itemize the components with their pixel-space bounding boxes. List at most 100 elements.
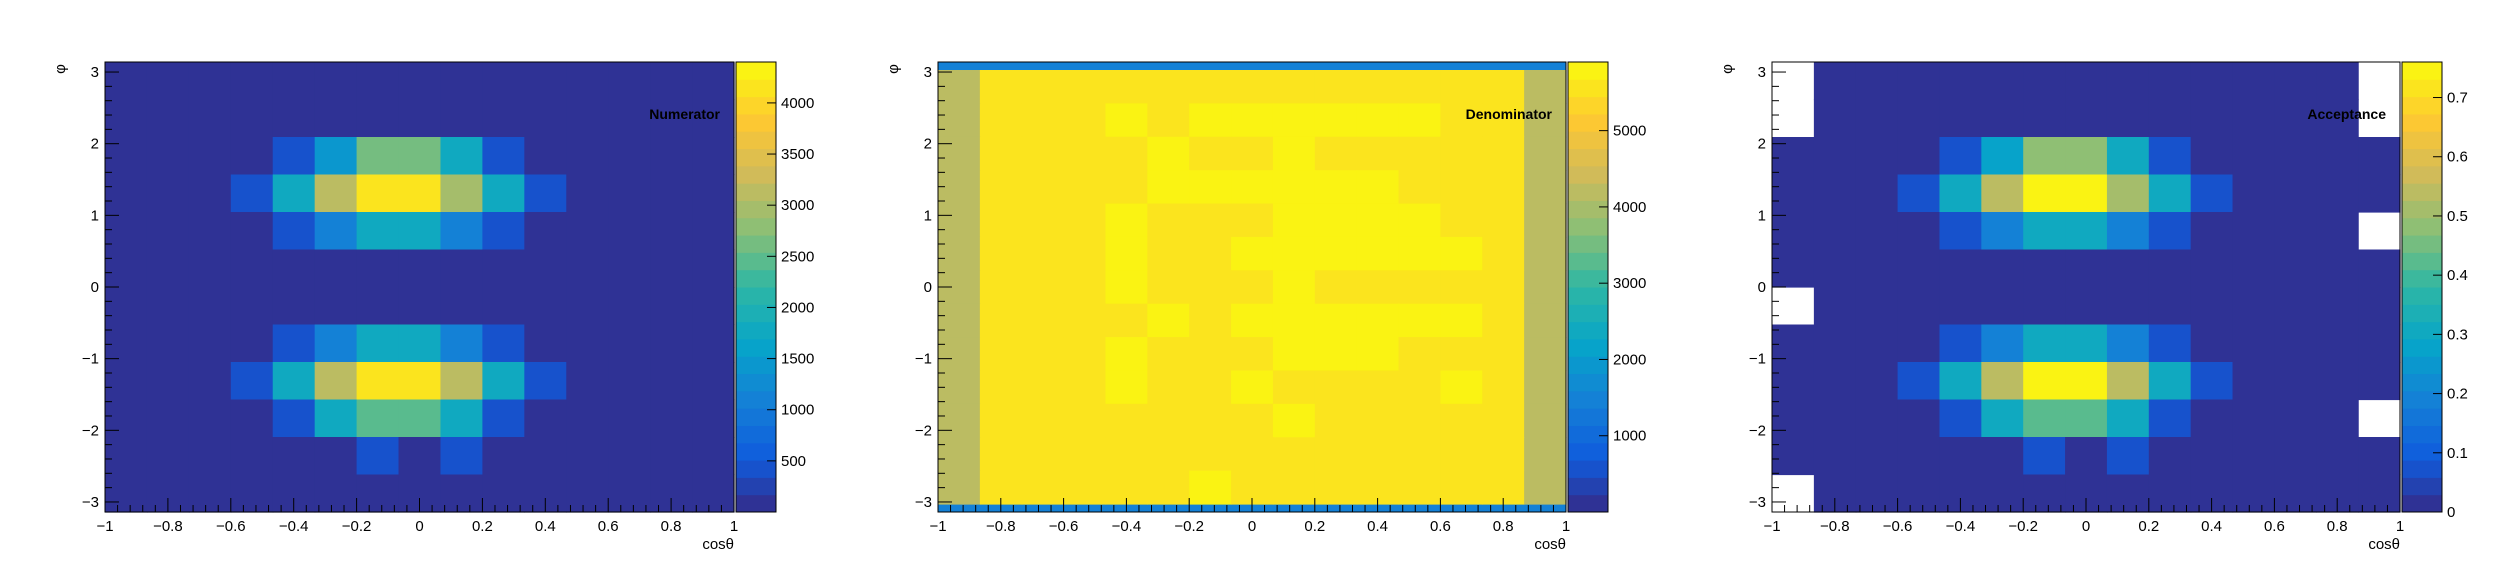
x-tick-label: 0.2 — [2138, 518, 2159, 535]
heatmap-cell — [1981, 212, 2024, 251]
heatmap-cell — [1272, 270, 1316, 305]
heatmap-cell — [1813, 99, 1857, 138]
heatmap-cell — [314, 362, 358, 401]
heatmap-cells — [105, 62, 735, 513]
heatmap-cell — [2148, 474, 2192, 513]
heatmap-cell — [146, 99, 190, 138]
heatmap-cell — [979, 437, 1023, 472]
heatmap-cell — [105, 99, 148, 138]
heatmap-cell — [1524, 170, 1567, 205]
heatmap-cell — [2106, 174, 2150, 213]
heatmap-cell — [1398, 170, 1441, 205]
x-tick-label: 0.2 — [1304, 518, 1325, 535]
heatmap-cell — [566, 249, 609, 288]
heatmap-cell — [230, 62, 274, 101]
heatmap-cell — [2316, 174, 2359, 213]
heatmap-cell — [188, 287, 232, 326]
heatmap-cell — [1855, 212, 1899, 251]
panel-denominator: −1 −0.8 −0.6 −0.4 −0.2 0 0.2 0.4 0.6 0.8 1cosθ−3−2… — [885, 61, 1646, 553]
heatmap-cell — [2148, 62, 2192, 101]
heatmap-cell — [1855, 287, 1899, 326]
heatmap-cell — [356, 62, 400, 101]
heatmap-cell — [1272, 437, 1316, 472]
x-tick-label: 0.8 — [1493, 518, 1514, 535]
heatmap-cell — [1524, 136, 1567, 171]
heatmap-cell — [608, 362, 651, 401]
heatmap-cell — [692, 174, 735, 213]
heatmap-cell — [440, 99, 483, 138]
heatmap-cell — [938, 170, 981, 205]
palette-swatch — [2402, 235, 2442, 253]
heatmap-cell — [398, 99, 442, 138]
heatmap-cell — [1440, 136, 1483, 171]
heatmap-cell — [1105, 270, 1148, 305]
heatmap-cell — [2106, 137, 2150, 176]
heatmap-cell — [146, 287, 190, 326]
heatmap-cell — [692, 324, 735, 363]
x-tick-label: −0.4 — [279, 518, 309, 535]
heatmap-cell — [1398, 236, 1441, 271]
heatmap-cell — [608, 287, 651, 326]
heatmap-cell — [1021, 370, 1065, 405]
palette-swatch — [736, 304, 776, 323]
heatmap-cell — [692, 249, 735, 288]
heatmap-cell — [1524, 203, 1567, 238]
heatmap-cell — [1939, 362, 1982, 401]
heatmap-cell — [1147, 270, 1190, 305]
heatmap-cell — [1772, 212, 1815, 251]
heatmap-cell — [314, 62, 358, 101]
heatmap-cell — [2190, 62, 2234, 101]
palette-tick-label: 0.1 — [2447, 445, 2468, 462]
heatmap-cell — [1398, 103, 1441, 138]
heatmap-cell — [105, 437, 148, 476]
heatmap-cell — [1855, 174, 1899, 213]
heatmap-cell — [146, 362, 190, 401]
heatmap-cell — [482, 287, 525, 326]
heatmap-cell — [1189, 70, 1232, 104]
palette-swatch — [736, 321, 776, 340]
heatmap-cell — [1897, 437, 1941, 476]
heatmap-cell — [2232, 212, 2275, 251]
heatmap-cell — [1939, 174, 1982, 213]
heatmap-cell — [1813, 62, 1857, 101]
heatmap-cell — [1855, 137, 1899, 176]
heatmap-cell — [1314, 470, 1358, 505]
heatmap-cell — [979, 70, 1023, 104]
palette-frame — [1567, 61, 1609, 513]
heatmap-cell — [524, 212, 567, 251]
heatmap-cell — [440, 249, 483, 288]
palette-swatch — [1568, 373, 1608, 392]
heatmap-cell — [2023, 399, 2066, 438]
heatmap-cell — [1314, 403, 1358, 438]
palette-tick-label: 0.7 — [2447, 90, 2468, 107]
heatmap-cell — [1063, 370, 1107, 405]
heatmap-cell — [272, 249, 316, 288]
heatmap-cell — [608, 324, 651, 363]
y-tick-label: 3 — [1758, 64, 1766, 81]
heatmap-cell — [1981, 287, 2024, 326]
heatmap-cell — [314, 212, 358, 251]
heatmap-cell — [650, 137, 693, 176]
heatmap-cell — [440, 399, 483, 438]
x-tick-label: −1 — [96, 518, 113, 535]
heatmap-cell — [188, 362, 232, 401]
heatmap-cell — [2316, 212, 2359, 251]
heatmap-cell — [1939, 437, 1982, 476]
heatmap-cell — [2065, 437, 2108, 476]
heatmap-cell — [1524, 270, 1567, 305]
heatmap-cell — [524, 437, 567, 476]
heatmap-cell — [356, 362, 400, 401]
heatmap-cell — [188, 324, 232, 363]
palette-swatch — [736, 425, 776, 444]
heatmap-cell — [2232, 287, 2275, 326]
heatmap-cell — [2023, 212, 2066, 251]
heatmap-cell — [2065, 174, 2108, 213]
heatmap-cell — [2190, 174, 2234, 213]
heatmap-cell — [692, 362, 735, 401]
heatmap-cell — [1063, 103, 1107, 138]
x-tick-label: 1 — [1562, 518, 1570, 535]
heatmap-cell — [2316, 362, 2359, 401]
heatmap-cell — [1897, 174, 1941, 213]
